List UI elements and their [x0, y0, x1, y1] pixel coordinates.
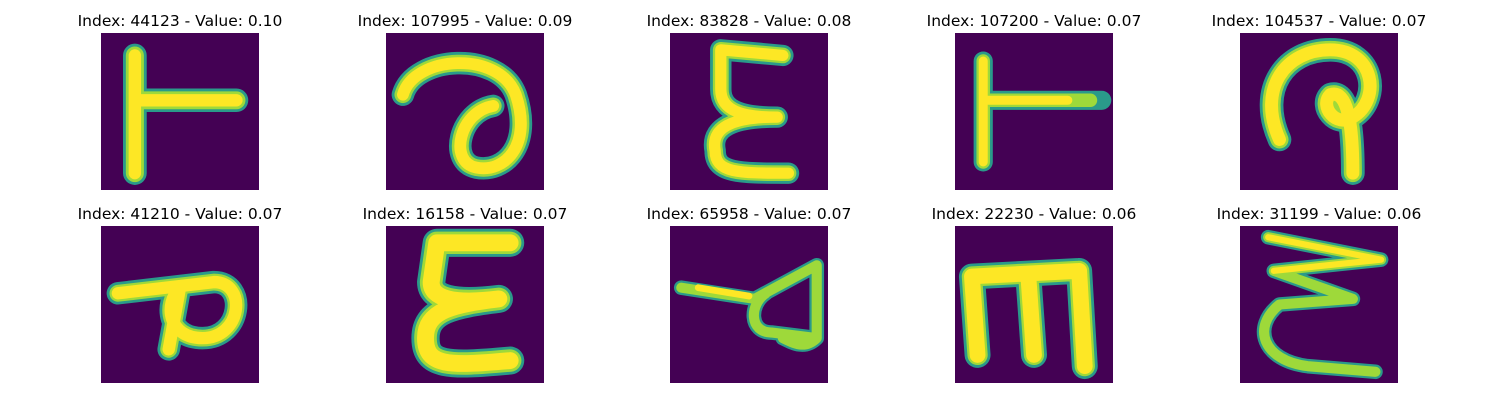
panel-title: Index: 44123 - Value: 0.10 — [77, 12, 283, 30]
panel-title: Index: 22230 - Value: 0.06 — [931, 205, 1137, 223]
panel-title: Index: 65958 - Value: 0.07 — [646, 205, 852, 223]
glyph-image — [670, 226, 828, 383]
panel-1: Index: 107995 - Value: 0.09 — [345, 11, 585, 201]
glyph-image — [670, 33, 828, 190]
glyph-image — [101, 33, 259, 190]
panel-6: Index: 16158 - Value: 0.07 — [345, 204, 585, 394]
glyph-image — [1240, 33, 1398, 190]
panel-title: Index: 107200 - Value: 0.07 — [926, 12, 1142, 30]
panel-title: Index: 83828 - Value: 0.08 — [646, 12, 852, 30]
panel-title: Index: 41210 - Value: 0.07 — [77, 205, 283, 223]
panel-title: Index: 104537 - Value: 0.07 — [1211, 12, 1427, 30]
glyph-image — [955, 226, 1113, 383]
glyph-image — [1240, 226, 1398, 383]
panel-0: Index: 44123 - Value: 0.10 — [60, 11, 300, 201]
panel-title: Index: 107995 - Value: 0.09 — [357, 12, 573, 30]
panel-2: Index: 83828 - Value: 0.08 — [629, 11, 869, 201]
panel-9: Index: 31199 - Value: 0.06 — [1199, 204, 1439, 394]
panel-5: Index: 41210 - Value: 0.07 — [60, 204, 300, 394]
glyph-image — [386, 33, 544, 190]
panel-3: Index: 107200 - Value: 0.07 — [914, 11, 1154, 201]
panel-7: Index: 65958 - Value: 0.07 — [629, 204, 869, 394]
glyph-image — [955, 33, 1113, 190]
panel-title: Index: 31199 - Value: 0.06 — [1216, 205, 1422, 223]
glyph-image — [386, 226, 544, 383]
glyph-image — [101, 226, 259, 383]
panel-title: Index: 16158 - Value: 0.07 — [362, 205, 568, 223]
panel-4: Index: 104537 - Value: 0.07 — [1199, 11, 1439, 201]
panel-8: Index: 22230 - Value: 0.06 — [914, 204, 1154, 394]
